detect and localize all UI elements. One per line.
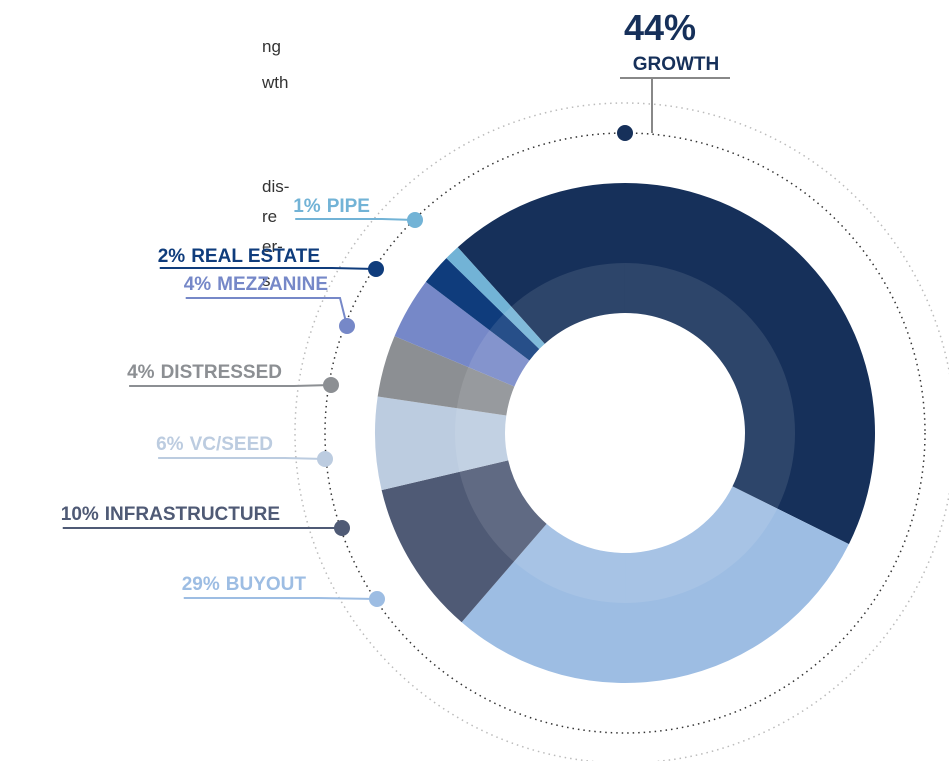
slice-label: 29% BUYOUT — [182, 574, 307, 595]
leader-dot — [339, 318, 355, 334]
slice-label: 4% DISTRESSED — [127, 362, 282, 383]
labels: 44% GROWTH 29% BUYOUT 10% INFRASTRUCTURE 6% VC/… — [61, 7, 730, 607]
leader-line — [620, 77, 730, 133]
text-fragment: wth — [261, 73, 288, 92]
slice — [461, 486, 849, 683]
text-fragment: dis- — [262, 177, 289, 196]
category-label: VC/SEED — [190, 434, 273, 455]
leader-dot — [617, 125, 633, 141]
value-label: 10% — [61, 504, 99, 525]
value-label: 29% — [182, 574, 220, 595]
leader-dot — [317, 451, 333, 467]
text-fragment: s. — [262, 271, 275, 290]
value-label: 44% — [624, 7, 696, 48]
category-label: REAL ESTATE — [191, 246, 320, 267]
leader-dot — [369, 591, 385, 607]
slice-label: 4% MEZZANINE — [184, 274, 328, 295]
inner-band — [454, 263, 796, 604]
category-label: GROWTH — [633, 54, 720, 75]
value-label: 4% — [127, 362, 155, 383]
leader-dot — [323, 377, 339, 393]
text-fragment: er- — [262, 237, 283, 256]
category-label: PIPE — [327, 196, 370, 217]
slice — [425, 258, 540, 361]
leader-line — [159, 267, 377, 270]
slice — [457, 182, 876, 545]
text-fragment: re — [262, 207, 277, 226]
paragraph-fragments: ng wth dis-re er-s. — [261, 37, 289, 290]
category-label: MEZZANINE — [217, 274, 328, 295]
leader-line — [158, 457, 326, 460]
slice — [375, 396, 509, 491]
leader-dot — [368, 261, 384, 277]
leader-line — [183, 597, 378, 600]
slice — [446, 247, 545, 350]
value-label: 4% — [184, 274, 212, 295]
leader-line — [295, 218, 416, 221]
slice — [381, 460, 547, 623]
value-label: 6% — [156, 434, 184, 455]
leader-line — [185, 297, 348, 327]
donut — [375, 182, 876, 683]
leader-dot — [407, 212, 423, 228]
slice-label: 1% PIPE — [293, 196, 370, 217]
category-label: DISTRESSED — [161, 362, 282, 383]
text-fragment: ng — [262, 37, 281, 56]
value-label: 1% — [293, 196, 321, 217]
slice — [377, 336, 515, 416]
value-label: 2% — [158, 246, 186, 267]
slice-label: 6% VC/SEED — [156, 434, 273, 455]
slice-label: 2% REAL ESTATE — [158, 246, 320, 267]
category-label: BUYOUT — [226, 574, 307, 595]
leader-dot — [334, 520, 350, 536]
leader-line — [129, 384, 332, 387]
slice — [394, 281, 530, 387]
category-label: INFRASTRUCTURE — [105, 504, 280, 525]
inner-dotted-ring — [324, 132, 926, 734]
slice-label: 10% INFRASTRUCTURE — [61, 504, 280, 525]
